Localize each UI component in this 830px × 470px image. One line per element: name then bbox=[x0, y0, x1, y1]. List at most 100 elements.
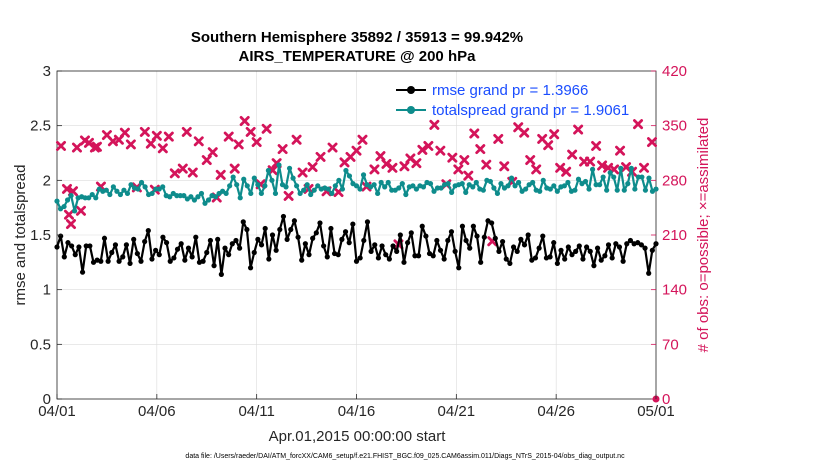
assimilated-obs-marker bbox=[71, 142, 82, 153]
rmse-point bbox=[335, 252, 341, 258]
assimilated-obs-marker bbox=[417, 144, 428, 155]
totalspread-point bbox=[547, 186, 553, 192]
totalspread-point bbox=[61, 203, 67, 210]
totalspread-point bbox=[110, 184, 116, 190]
totalspread-point bbox=[195, 194, 201, 200]
rmse-point bbox=[514, 248, 520, 254]
totalspread-point bbox=[385, 179, 391, 186]
rmse-point bbox=[364, 219, 371, 225]
legend: rmse grand pr = 1.3966 totalspread grand… bbox=[396, 82, 629, 119]
assimilated-obs-marker bbox=[585, 156, 596, 167]
totalspread-point bbox=[212, 194, 219, 200]
rmse-point bbox=[79, 269, 86, 275]
assimilated-obs-marker bbox=[567, 149, 578, 160]
totalspread-point bbox=[223, 190, 229, 197]
x-tick-label: 04/16 bbox=[338, 403, 376, 420]
rmse-point bbox=[72, 252, 78, 258]
rmse-point bbox=[65, 240, 71, 246]
chart-subtitle: AIRS_TEMPERATURE @ 200 hPa bbox=[239, 48, 477, 65]
rmse-point bbox=[594, 245, 601, 251]
y-axis-label-right: # of obs: o=possible; ×=assimilated bbox=[695, 118, 712, 353]
totalspread-point bbox=[413, 186, 419, 192]
assimilated-obs-marker bbox=[399, 161, 410, 172]
rmse-point bbox=[521, 242, 528, 248]
rmse-point bbox=[419, 223, 425, 229]
assimilated-obs-marker bbox=[499, 161, 510, 172]
totalspread-point bbox=[255, 182, 261, 188]
totalspread-point bbox=[251, 175, 257, 181]
assimilated-obs-marker bbox=[475, 144, 486, 155]
totalspread-point bbox=[445, 181, 451, 187]
assimilated-obs-marker bbox=[561, 166, 572, 177]
rmse-point bbox=[109, 249, 115, 256]
rmse-point bbox=[368, 248, 374, 254]
totalspread-point bbox=[329, 190, 335, 197]
totalspread-series bbox=[54, 162, 659, 214]
assimilated-obs-marker bbox=[573, 124, 584, 135]
totalspread-point bbox=[343, 167, 349, 174]
rmse-point bbox=[328, 225, 334, 232]
totalspread-point bbox=[582, 178, 589, 185]
totalspread-point bbox=[480, 187, 486, 193]
assimilated-obs-marker bbox=[447, 152, 458, 163]
series-layer bbox=[54, 115, 660, 403]
rmse-point bbox=[379, 243, 385, 249]
axis-ticks: 0 0.5 1 1.5 2 2.5 3 0 70 140 210 280 350 420 04/01 04/0… bbox=[30, 63, 687, 420]
assimilated-obs-marker bbox=[357, 134, 368, 145]
rmse-point bbox=[127, 260, 133, 267]
totalspread-point bbox=[473, 179, 479, 186]
rmse-point bbox=[401, 259, 407, 265]
totalspread-point bbox=[276, 162, 282, 168]
rmse-point bbox=[558, 247, 564, 253]
rmse-point bbox=[76, 244, 82, 250]
totalspread-point bbox=[86, 195, 92, 201]
totalspread-point bbox=[297, 190, 303, 197]
rmse-point bbox=[306, 252, 312, 258]
assimilated-obs-marker bbox=[525, 155, 536, 166]
y-tick-label-right: 140 bbox=[662, 282, 687, 299]
rmse-point bbox=[142, 238, 148, 245]
rmse-point bbox=[602, 253, 608, 259]
totalspread-point bbox=[646, 175, 652, 181]
rmse-point bbox=[123, 242, 129, 248]
totalspread-point bbox=[382, 184, 388, 190]
assimilated-obs-marker bbox=[151, 130, 162, 141]
rmse-point bbox=[452, 248, 458, 254]
rmse-point bbox=[525, 232, 531, 238]
rmse-point bbox=[54, 244, 60, 250]
totalspread-point bbox=[523, 186, 529, 192]
assimilated-obs-marker bbox=[251, 137, 262, 148]
rmse-point bbox=[390, 243, 396, 249]
assimilated-obs-marker bbox=[297, 167, 308, 178]
rmse-point bbox=[441, 256, 447, 262]
totalspread-point bbox=[262, 183, 268, 189]
totalspread-point bbox=[160, 184, 166, 190]
assimilated-obs-marker bbox=[157, 143, 168, 154]
assimilated-obs-marker bbox=[207, 147, 218, 158]
rmse-point bbox=[478, 259, 484, 265]
assimilated-obs-marker bbox=[55, 140, 66, 151]
assimilated-obs-marker bbox=[233, 139, 244, 150]
rmse-point bbox=[584, 244, 590, 250]
rmse-point bbox=[58, 233, 64, 239]
rmse-point bbox=[598, 257, 604, 263]
rmse-point bbox=[240, 219, 246, 225]
rmse-point bbox=[291, 218, 298, 224]
assimilated-obs-marker bbox=[177, 163, 188, 174]
rmse-point bbox=[215, 236, 221, 242]
rmse-point bbox=[167, 258, 173, 264]
rmse-point bbox=[237, 245, 243, 251]
assimilated-obs-marker bbox=[591, 140, 602, 151]
legend-spread-label: totalspread grand pr = 1.9061 bbox=[432, 102, 629, 119]
totalspread-point bbox=[72, 208, 78, 214]
rmse-point bbox=[321, 243, 327, 249]
totalspread-point bbox=[632, 186, 638, 192]
y-tick-label-left: 0 bbox=[43, 391, 51, 408]
rmse-point bbox=[134, 250, 140, 257]
totalspread-point bbox=[403, 191, 409, 198]
assimilated-obs-marker bbox=[239, 115, 250, 126]
rmse-point bbox=[463, 237, 469, 244]
rmse-point bbox=[445, 237, 451, 244]
assimilated-obs-marker bbox=[201, 155, 212, 166]
assimilated-obs-marker bbox=[429, 119, 440, 130]
